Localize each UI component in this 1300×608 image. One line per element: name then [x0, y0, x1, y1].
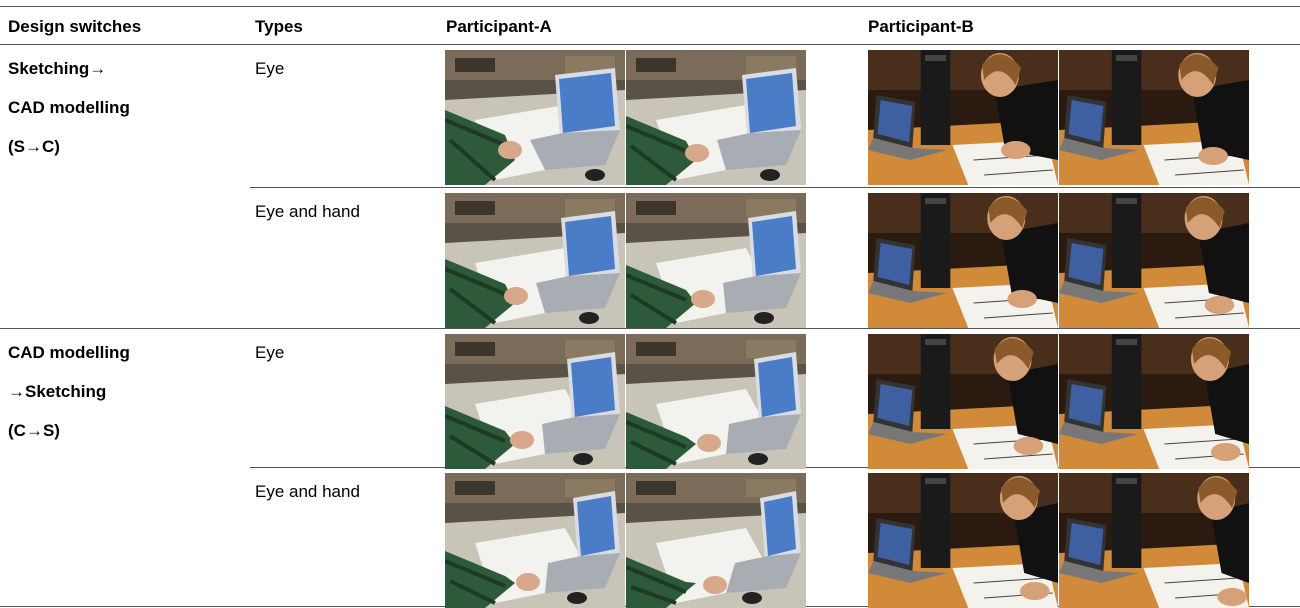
video-frame: [626, 334, 806, 469]
type-label: Eye: [255, 343, 285, 362]
header-cell: Types: [255, 17, 303, 36]
video-frame: [626, 193, 806, 328]
video-frame: [868, 334, 1058, 469]
type-label: Eye and hand: [255, 202, 360, 221]
switch-label: CAD modelling: [8, 343, 130, 362]
video-frame: [868, 50, 1058, 185]
switch-label: →Sketching: [8, 382, 107, 401]
table-top-rule: [0, 6, 1300, 7]
switch-label: Sketching→: [8, 59, 107, 78]
group-rule: [0, 328, 1300, 329]
video-frame: [445, 473, 625, 608]
switch-label: (S→C): [8, 137, 60, 156]
video-frame: [1059, 193, 1249, 328]
video-frame: [626, 50, 806, 185]
video-frame: [445, 50, 625, 185]
switch-label: CAD modelling: [8, 98, 130, 117]
type-label: Eye: [255, 59, 285, 78]
header-cell: Design switches: [8, 17, 142, 36]
header-cell: Participant-B: [868, 17, 974, 36]
switch-label: (C→S): [8, 421, 60, 440]
video-frame: [868, 473, 1058, 608]
video-frame: [868, 193, 1058, 328]
video-frame: [626, 473, 806, 608]
header-cell: Participant-A: [446, 17, 552, 36]
video-frame: [1059, 473, 1249, 608]
video-frame: [1059, 50, 1249, 185]
header-rule: [0, 44, 1300, 45]
video-frame: [1059, 334, 1249, 469]
row-rule: [250, 187, 1300, 188]
video-frame: [445, 193, 625, 328]
type-label: Eye and hand: [255, 482, 360, 501]
video-frame: [445, 334, 625, 469]
